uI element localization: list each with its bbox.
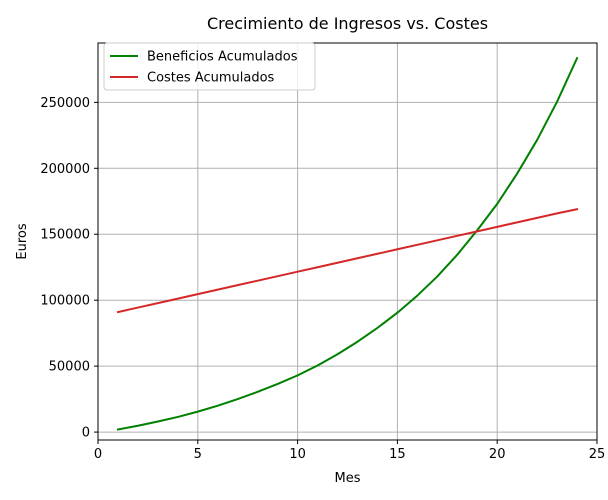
x-tick-label: 15 [389,447,406,462]
legend-label: Beneficios Acumulados [147,50,298,65]
chart-title: Crecimiento de Ingresos vs. Costes [207,14,488,33]
y-tick-label: 250000 [40,96,90,111]
plot-frame [97,42,598,441]
y-tick-label: 150000 [40,228,90,243]
y-axis-label: Euros [15,223,30,259]
y-tick-label: 200000 [40,162,90,177]
y-tick-label: 0 [82,426,90,441]
y-tick-label: 50000 [49,360,90,375]
x-tick-label: 0 [94,447,102,462]
x-tick-label: 10 [289,447,306,462]
x-tick-label: 25 [589,447,606,462]
grid [97,43,598,440]
x-axis-ticks: 0 5 10 15 20 25 [94,440,605,462]
x-tick-label: 5 [194,447,202,462]
x-axis-label: Mes [335,471,361,486]
legend-label: Costes Acumulados [147,71,275,86]
x-tick-label: 20 [489,447,506,462]
series-line-2 [116,208,579,314]
legend: Beneficios Acumulados Costes Acumulados [103,42,316,91]
series-lines [116,56,579,431]
y-tick-label: 100000 [40,294,90,309]
legend-box [103,42,316,91]
series-line-1 [116,56,579,431]
y-axis-ticks: 0 50000 100000 150000 200000 250000 [40,96,98,441]
